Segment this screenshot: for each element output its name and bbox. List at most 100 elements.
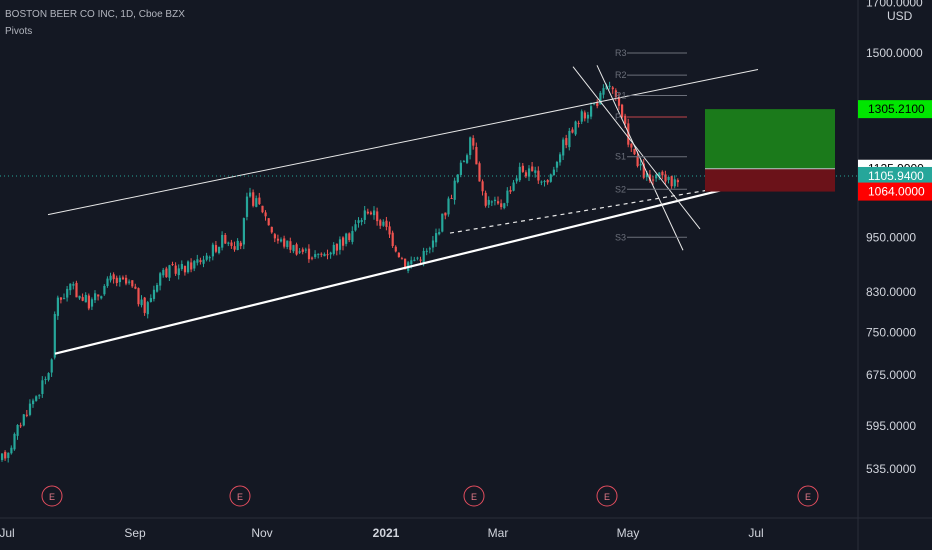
candle-body xyxy=(621,104,624,118)
candle-body xyxy=(500,203,503,208)
candle-body xyxy=(648,174,652,182)
candle-body xyxy=(41,380,44,394)
candle-body xyxy=(658,172,661,177)
candle-body xyxy=(512,182,515,191)
candle-body xyxy=(233,246,236,250)
candle-body xyxy=(242,218,245,245)
chart-title: BOSTON BEER CO INC, 1D, Cboe BZX xyxy=(5,9,185,20)
candle-body xyxy=(32,400,35,405)
earnings-marker-label: E xyxy=(604,492,610,502)
currency-label: USD xyxy=(887,9,913,23)
candle-body xyxy=(69,283,72,291)
candle-body xyxy=(478,163,481,182)
candle-body xyxy=(314,254,317,258)
candle-body xyxy=(602,88,605,95)
candle-body xyxy=(199,260,202,263)
candle-body xyxy=(475,147,478,165)
x-tick-label: Jul xyxy=(0,526,15,540)
candle-body xyxy=(580,111,583,122)
candle-body xyxy=(301,249,304,252)
candle-body xyxy=(441,213,444,232)
candle-body xyxy=(670,176,673,187)
x-tick-label: May xyxy=(617,526,640,540)
pivot-label: R2 xyxy=(615,70,627,80)
candle-body xyxy=(459,162,462,175)
candle-body xyxy=(351,231,354,242)
candle-body xyxy=(224,234,227,244)
long-position-tool[interactable] xyxy=(705,109,835,192)
pivot-levels: R3 R2 R1 P S1 S2 S3 xyxy=(615,48,687,242)
y-tick-label: 595.0000 xyxy=(866,419,916,433)
candle-body xyxy=(645,173,648,178)
candle-body xyxy=(531,166,534,172)
candle-body xyxy=(419,259,422,261)
earnings-marker-label: E xyxy=(237,492,243,502)
pivot-label: P xyxy=(615,112,621,122)
candle-body xyxy=(453,180,456,200)
lower-channel-line xyxy=(54,172,791,355)
candle-body xyxy=(354,224,357,231)
candle-body xyxy=(366,211,369,214)
candle-body xyxy=(159,273,162,286)
candle-body xyxy=(521,165,524,172)
candle-body xyxy=(320,253,323,255)
candle-body xyxy=(75,282,78,298)
candle-body xyxy=(385,220,388,227)
candle-body xyxy=(162,269,165,276)
candle-body xyxy=(208,257,211,259)
candle-body xyxy=(515,178,518,182)
candle-body xyxy=(118,277,121,283)
pivot-label: S2 xyxy=(615,184,626,194)
candle-body xyxy=(552,169,555,176)
candle-body xyxy=(97,294,100,297)
candle-body xyxy=(292,245,295,252)
candle-body xyxy=(596,102,599,107)
candle-body xyxy=(140,299,143,306)
candle-body xyxy=(183,265,187,273)
price-tag-bg xyxy=(858,100,932,119)
candle-body xyxy=(388,226,391,235)
candle-body xyxy=(152,289,156,299)
candle-body xyxy=(608,85,611,87)
candle-body xyxy=(410,260,413,265)
candle-body xyxy=(599,92,602,105)
candle-body xyxy=(90,299,94,307)
candle-body xyxy=(481,181,484,192)
candle-body xyxy=(267,218,270,226)
x-tick-label: Jul xyxy=(748,526,763,540)
falling-channel-upper xyxy=(572,66,701,230)
candle-body xyxy=(103,285,106,295)
candle-body xyxy=(280,239,283,242)
candle-body xyxy=(360,220,363,222)
candle-body xyxy=(143,297,146,313)
candle-body xyxy=(549,174,552,182)
candle-body xyxy=(379,220,382,226)
candle-body xyxy=(53,314,56,358)
y-tick-label: 1700.0000 xyxy=(866,0,923,9)
candle-body xyxy=(652,179,655,181)
candle-body xyxy=(574,121,577,135)
candle-body xyxy=(298,251,301,253)
candle-body xyxy=(66,288,69,298)
candle-body xyxy=(205,255,208,260)
candle-body xyxy=(435,233,438,243)
indicator-label[interactable]: Pivots xyxy=(5,26,33,37)
candle-body xyxy=(227,242,230,244)
candle-body xyxy=(165,268,168,278)
candle-body xyxy=(633,148,636,155)
price-tag-label: 1064.0000 xyxy=(868,185,925,199)
candle-body xyxy=(13,433,16,450)
candle-body xyxy=(431,240,435,248)
candle-body xyxy=(221,234,224,248)
pivot-label: S1 xyxy=(615,152,626,162)
candle-body xyxy=(555,161,559,168)
candle-body xyxy=(559,154,562,163)
candle-body xyxy=(28,403,32,415)
candle-body xyxy=(149,298,152,302)
earnings-marker-icon xyxy=(229,485,251,507)
pivot-label: R3 xyxy=(615,48,627,58)
candle-body xyxy=(22,414,25,426)
candle-body xyxy=(639,163,642,166)
